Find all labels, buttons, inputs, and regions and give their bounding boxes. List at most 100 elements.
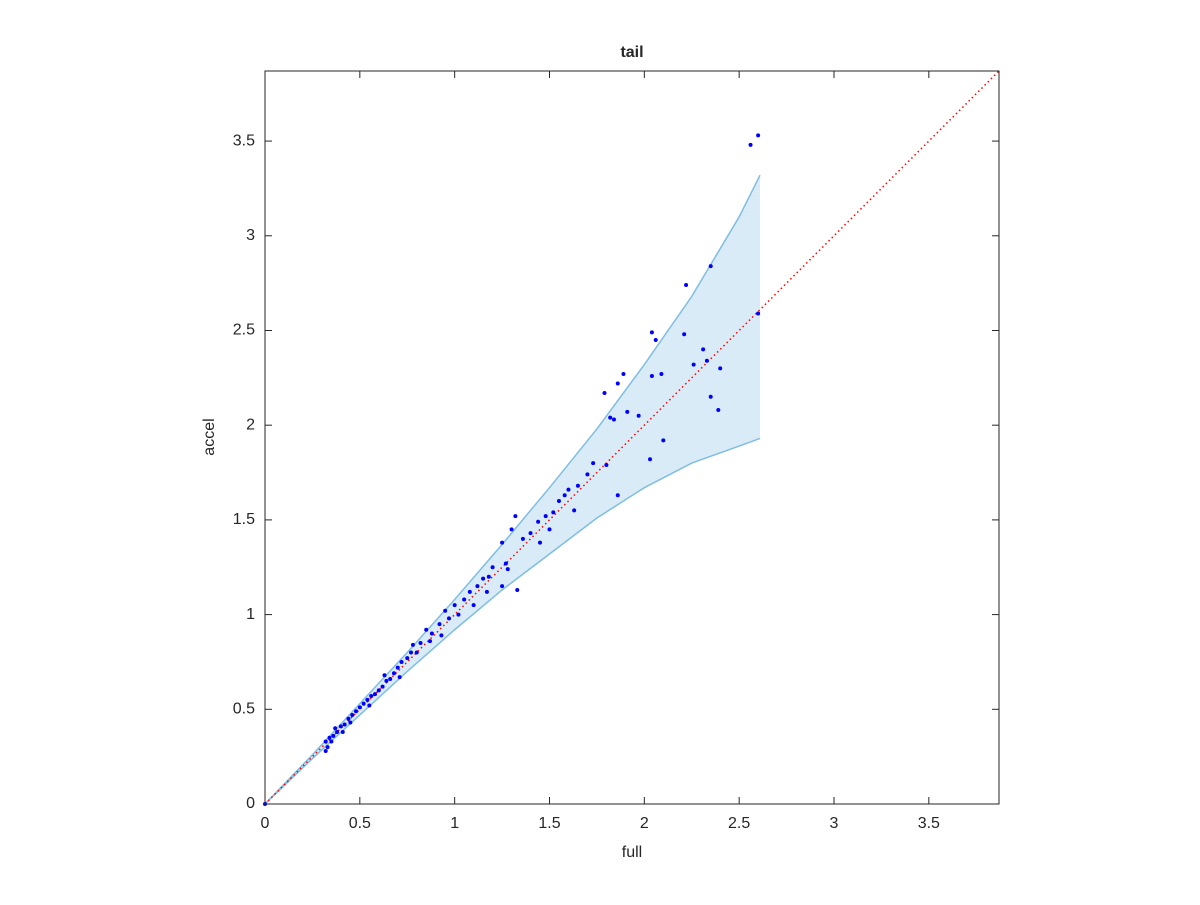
scatter-point — [486, 574, 491, 579]
scatter-point — [611, 417, 616, 422]
x-tick-label: 0 — [261, 815, 270, 832]
scatter-point — [566, 487, 571, 492]
scatter-point — [621, 372, 626, 377]
scatter-point — [323, 748, 328, 753]
axes-box — [264, 70, 1000, 805]
scatter-point — [331, 733, 336, 738]
x-axis-label: full — [622, 844, 642, 861]
scatter-point — [659, 372, 664, 377]
scatter-point — [397, 675, 402, 680]
scatter-point — [446, 616, 451, 621]
y-tick-label: 1 — [246, 606, 255, 623]
scatter-point — [520, 536, 525, 541]
x-tick-label: 1 — [450, 815, 459, 832]
scatter-point — [648, 457, 653, 462]
y-tick-label: 0.5 — [233, 701, 255, 718]
scatter-point — [575, 483, 580, 488]
scatter-point — [424, 627, 429, 632]
scatter-point — [615, 493, 620, 498]
scatter-point — [649, 373, 654, 378]
scatter-point — [556, 498, 561, 503]
scatter-point — [500, 584, 505, 589]
scatter-point — [748, 142, 753, 147]
scatter-point — [357, 705, 362, 710]
scatter-point — [547, 527, 552, 532]
scatter-point — [500, 540, 505, 545]
scatter-point — [346, 716, 351, 721]
scatter-point — [380, 684, 385, 689]
y-tick-label: 3 — [246, 227, 255, 244]
scatter-point — [704, 358, 709, 363]
scatter-point — [608, 415, 613, 420]
scatter-point — [505, 567, 510, 572]
scatter-point — [538, 540, 543, 545]
scatter-point — [429, 631, 434, 636]
chart-title: tail — [620, 44, 643, 61]
scatter-point — [708, 264, 713, 269]
y-axis-label: accel — [201, 418, 218, 455]
scatter-point — [551, 510, 556, 515]
scatter-point — [428, 639, 433, 644]
scatter-point — [443, 608, 448, 613]
scatter-point — [373, 692, 378, 697]
confidence-band — [265, 175, 761, 805]
scatter-point — [452, 603, 457, 608]
reference-line — [264, 70, 1000, 805]
scatter-point — [515, 587, 520, 592]
scatter-point — [718, 366, 723, 371]
scatter-point — [388, 676, 393, 681]
scatter-point — [354, 709, 359, 714]
scatter-point — [708, 394, 713, 399]
scatter-point — [653, 337, 658, 342]
scatter-point — [325, 745, 330, 750]
scatter-point — [562, 493, 567, 498]
y-tick-label: 1.5 — [233, 511, 255, 528]
scatter-point — [338, 724, 343, 729]
scatter-point — [475, 584, 480, 589]
scatter-point — [625, 409, 630, 414]
scatter-point — [361, 701, 366, 706]
scatter-point — [409, 650, 414, 655]
scatter-point — [414, 650, 419, 655]
y-tick-label: 3.5 — [233, 132, 255, 149]
scatter-point — [572, 508, 577, 513]
scatter-point — [682, 332, 687, 337]
scatter-point — [437, 622, 442, 627]
scatter-point — [716, 408, 721, 413]
scatter-point — [684, 283, 689, 288]
scatter-point — [484, 589, 489, 594]
scatter-point — [384, 678, 389, 683]
scatter-point — [615, 381, 620, 386]
scatter-point — [503, 561, 508, 566]
scatter-point — [342, 722, 347, 727]
scatter-point — [649, 330, 654, 335]
scatter-point — [490, 565, 495, 570]
scatter-point — [391, 671, 396, 676]
scatter-point — [329, 739, 334, 744]
scatter-point — [456, 612, 461, 617]
scatter-point — [543, 514, 548, 519]
scatter-point — [471, 603, 476, 608]
x-tick-label: 3 — [830, 815, 839, 832]
scatter-point — [481, 576, 486, 581]
scatter-point — [335, 730, 340, 735]
band-edge — [264, 174, 761, 805]
scatter-point — [467, 589, 472, 594]
scatter-point — [348, 720, 353, 725]
scatter-point — [604, 462, 609, 467]
scatter-point — [602, 390, 607, 395]
scatter-point — [323, 739, 328, 744]
scatter-point — [369, 694, 374, 699]
scatter-point — [395, 665, 400, 670]
scatter-point — [340, 730, 345, 735]
scatter-point — [410, 642, 415, 647]
scatter-point — [333, 726, 338, 731]
y-tick-label: 2 — [246, 416, 255, 433]
scatter-point — [585, 472, 590, 477]
x-tick-label: 1.5 — [538, 815, 560, 832]
x-tick-label: 3.5 — [918, 815, 940, 832]
scatter-point — [350, 712, 355, 717]
scatter-point — [636, 413, 641, 418]
scatter-point — [462, 597, 467, 602]
